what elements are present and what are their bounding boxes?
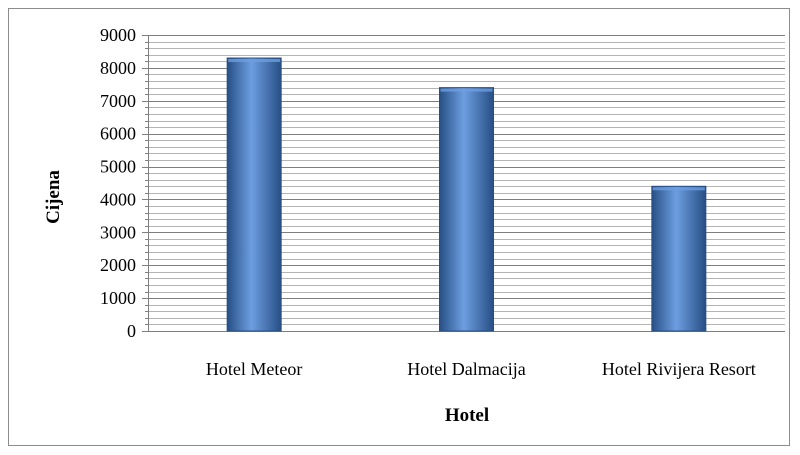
y-tick-label: 1000 <box>100 288 136 308</box>
bars <box>226 57 707 332</box>
bar <box>226 57 282 332</box>
y-tick-label: 9000 <box>100 25 136 45</box>
y-tick-label: 3000 <box>100 222 136 242</box>
y-tick-labels: 0 1000 2000 3000 4000 5000 6000 7000 8000 9000 <box>100 25 136 341</box>
x-tick-labels: Hotel Meteor Hotel Dalmacija Hotel Rivijer… <box>206 359 756 379</box>
y-tick-label: 4000 <box>100 189 136 209</box>
bar-top-highlight <box>652 187 705 191</box>
bar-top-highlight <box>228 59 281 63</box>
y-tick-label: 8000 <box>100 58 136 78</box>
x-tick-label: Hotel Meteor <box>206 359 302 379</box>
y-tick-label: 0 <box>127 321 136 341</box>
y-axis-title: Cijena <box>43 170 64 224</box>
bar <box>651 185 707 332</box>
bar-top-highlight <box>440 88 493 92</box>
y-tick-label: 2000 <box>100 255 136 275</box>
bar <box>439 87 494 332</box>
x-tick-label: Hotel Dalmacija <box>407 359 525 379</box>
y-tick-label: 6000 <box>100 124 136 144</box>
x-axis-title: Hotel <box>445 405 489 426</box>
y-tick-label: 5000 <box>100 157 136 177</box>
y-tick-label: 7000 <box>100 91 136 111</box>
x-tick-label: Hotel Rivijera Resort <box>602 359 756 379</box>
